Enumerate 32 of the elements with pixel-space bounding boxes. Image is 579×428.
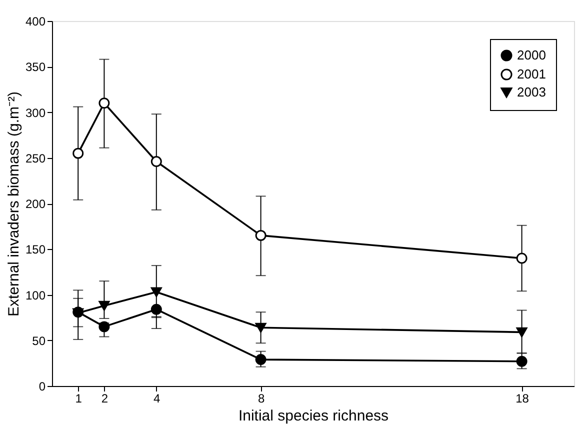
legend-label: 2000	[517, 48, 546, 62]
y-tick-label: 300	[25, 106, 46, 120]
point	[516, 356, 528, 367]
y-tick-label: 200	[25, 197, 46, 211]
point	[72, 148, 84, 159]
point	[255, 230, 266, 241]
y-tick-label: 0	[38, 380, 46, 394]
point	[150, 156, 162, 168]
point	[255, 322, 266, 333]
y-axis-title: External invaders biomass (g.m⁻²)	[5, 91, 22, 317]
x-axis-title: Initial species richness	[238, 408, 389, 424]
y-tick-label: 100	[25, 288, 46, 302]
x-tick-label: 8	[258, 392, 265, 406]
y-tick-label: 150	[25, 242, 46, 257]
point	[516, 327, 528, 338]
point	[98, 321, 110, 332]
point	[150, 304, 162, 315]
y-tick-label: 350	[25, 60, 46, 74]
x-tick-label: 2	[101, 392, 108, 406]
y-tick-label: 50	[32, 334, 46, 348]
y-tick-label: 250	[25, 151, 46, 166]
legend-label: 2003	[517, 84, 546, 100]
point	[255, 354, 266, 366]
legend-label: 2001	[517, 66, 546, 82]
x-tick-label: 4	[154, 392, 161, 406]
x-tick-label: 1	[75, 392, 82, 406]
x-tick-label: 18	[516, 392, 530, 406]
y-tick-label: 400	[25, 14, 46, 28]
point	[150, 287, 162, 298]
point	[98, 98, 110, 109]
point	[98, 300, 110, 311]
point	[516, 252, 528, 264]
